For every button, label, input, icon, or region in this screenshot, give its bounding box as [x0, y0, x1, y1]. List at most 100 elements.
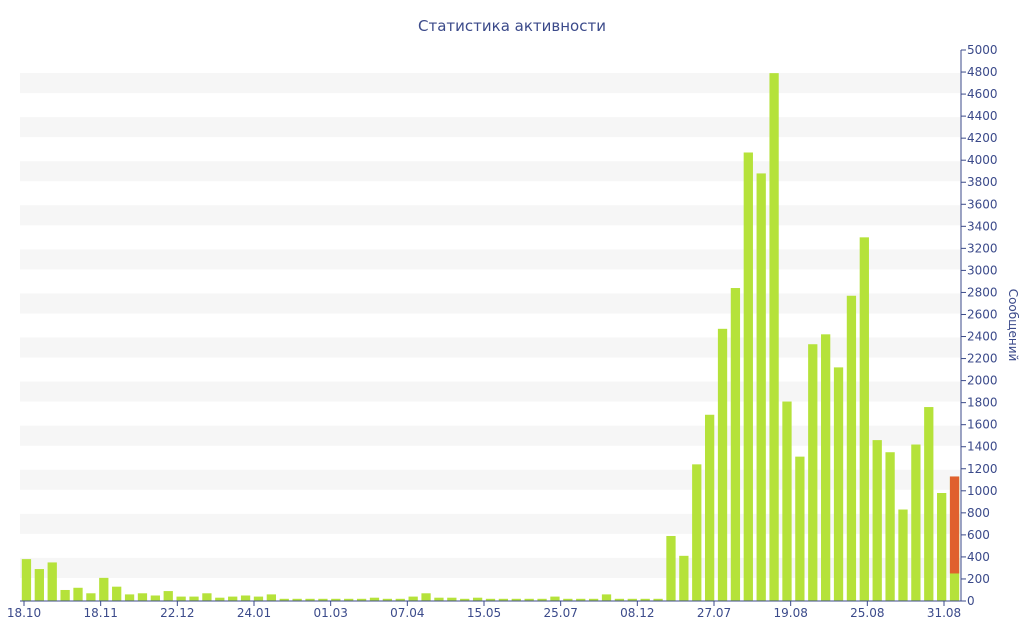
y-tick-label: 2600 [967, 307, 998, 321]
grid-band [20, 381, 961, 402]
bar [614, 598, 625, 601]
x-tick-label: 19.08 [773, 606, 807, 620]
y-tick-label: 4400 [967, 109, 998, 123]
bar [318, 598, 328, 601]
y-tick-label: 600 [967, 528, 990, 542]
grid-band [20, 513, 961, 534]
chart-title: Статистика активности [418, 17, 606, 35]
y-tick-label: 0 [967, 594, 975, 608]
bar [460, 598, 470, 601]
grid-band [20, 469, 961, 490]
bar [885, 452, 895, 601]
bar [511, 598, 521, 601]
bar [808, 344, 818, 601]
bar [34, 569, 44, 601]
y-tick-label: 3800 [967, 175, 998, 189]
y-tick-label: 3200 [967, 241, 998, 255]
grid-band [20, 73, 961, 94]
x-tick-label: 27.07 [697, 606, 731, 620]
x-tick-label: 25.07 [543, 606, 577, 620]
y-axis-ticks: 0 200 400 600 800 1000 1200 1400 1600 1800 2000 220… [961, 43, 998, 608]
bar [717, 328, 728, 601]
bar [872, 440, 882, 601]
y-tick-label: 2200 [967, 352, 998, 366]
y-tick-label: 4800 [967, 65, 998, 79]
y-tick-label: 400 [967, 550, 990, 564]
bar [163, 591, 173, 601]
bar [331, 598, 341, 601]
y-tick-label: 4600 [967, 87, 998, 101]
bar [743, 152, 753, 602]
bar-highlight [949, 476, 960, 574]
bar [253, 596, 264, 601]
bar [305, 598, 315, 601]
bar [47, 562, 57, 601]
y-tick-label: 1200 [967, 462, 998, 476]
bars [21, 73, 960, 602]
grid-band [20, 337, 961, 358]
y-tick-label: 1400 [967, 440, 998, 454]
bar [73, 587, 83, 601]
y-tick-label: 200 [967, 572, 990, 586]
bar [472, 597, 483, 601]
bar [344, 598, 354, 601]
bar [266, 594, 276, 601]
bar [601, 594, 612, 601]
x-tick-label: 07.04 [390, 606, 424, 620]
x-tick-label: 24.01 [237, 606, 271, 620]
bar [215, 597, 225, 601]
bar [833, 367, 844, 601]
bar [112, 586, 122, 601]
bar [795, 456, 805, 601]
bar [86, 593, 96, 601]
bar [447, 597, 457, 601]
x-tick-label: 01.03 [313, 606, 347, 620]
bar [408, 596, 418, 601]
bar [124, 594, 135, 601]
bar [498, 598, 509, 601]
y-tick-label: 2400 [967, 330, 998, 344]
bar [911, 444, 921, 601]
y-tick-label: 800 [967, 506, 990, 520]
grid-bands [20, 73, 961, 578]
x-tick-label: 18.10 [7, 606, 41, 620]
y-tick-label: 4000 [967, 153, 998, 167]
y-tick-label: 3400 [967, 219, 998, 233]
y-tick-label: 1800 [967, 396, 998, 410]
y-tick-label: 1000 [967, 484, 998, 498]
grid-band [20, 293, 961, 314]
y-tick-label: 3600 [967, 197, 998, 211]
bar [421, 593, 431, 601]
grid-band [20, 425, 961, 446]
bar [563, 598, 573, 601]
grid-band [20, 205, 961, 226]
bar [576, 598, 586, 601]
bar [189, 596, 199, 601]
x-tick-label: 18.11 [83, 606, 117, 620]
bar [666, 535, 676, 601]
bar [924, 407, 934, 601]
x-tick-label: 31.08 [927, 606, 961, 620]
bar [627, 598, 637, 601]
bar [99, 577, 109, 601]
bar [782, 401, 792, 601]
bar [730, 288, 741, 601]
y-axis-label: Сообщений [1006, 289, 1020, 362]
y-tick-label: 5000 [967, 43, 998, 57]
y-tick-label: 1600 [967, 418, 998, 432]
grid-band [20, 557, 961, 578]
bar [898, 509, 908, 601]
bar [692, 464, 702, 601]
bar [640, 598, 650, 601]
bar [937, 493, 947, 601]
bar [202, 593, 212, 601]
bar [150, 595, 160, 601]
y-tick-label: 2800 [967, 285, 998, 299]
bar [395, 598, 405, 601]
bar [679, 555, 689, 601]
bar [228, 596, 238, 601]
bar [769, 73, 779, 601]
bar [705, 414, 715, 601]
grid-band [20, 249, 961, 270]
